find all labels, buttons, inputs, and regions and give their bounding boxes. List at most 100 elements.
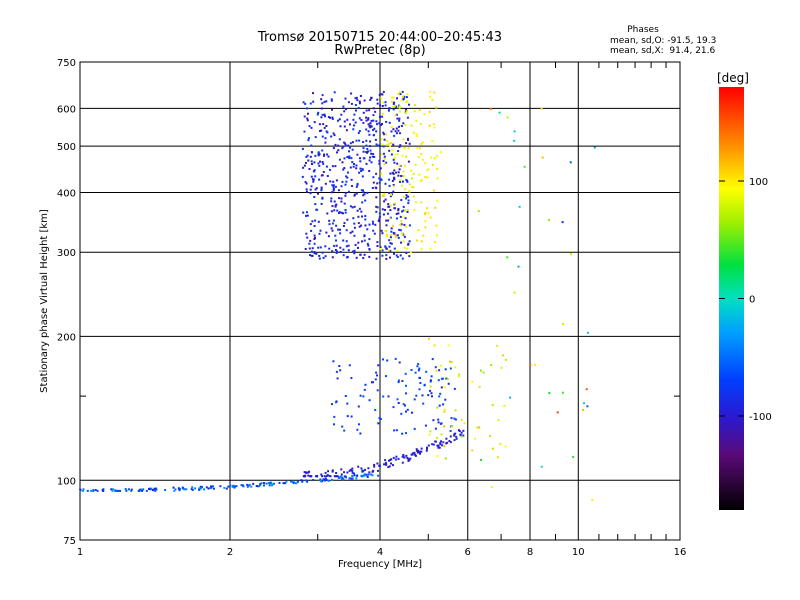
data-point — [379, 246, 382, 249]
data-point — [383, 162, 386, 165]
data-point — [395, 429, 398, 432]
data-point — [367, 130, 370, 133]
data-point — [420, 248, 423, 251]
data-point — [310, 250, 313, 253]
data-point — [344, 192, 347, 195]
data-point — [404, 209, 407, 212]
data-point — [383, 138, 386, 141]
data-point — [310, 254, 313, 257]
data-point — [513, 139, 516, 142]
x-tick-label: 2 — [227, 547, 233, 558]
data-point — [416, 451, 419, 454]
data-point — [405, 110, 408, 113]
data-point — [321, 102, 324, 105]
data-point — [393, 153, 396, 156]
data-point — [429, 380, 432, 383]
data-point — [390, 462, 392, 465]
data-point — [424, 176, 427, 178]
data-point — [414, 454, 417, 457]
data-point — [381, 249, 384, 252]
data-point — [309, 155, 312, 158]
data-point — [345, 245, 348, 248]
data-point — [345, 229, 348, 232]
data-point — [326, 153, 329, 156]
data-point — [392, 177, 395, 180]
data-point — [401, 210, 403, 213]
data-point — [174, 488, 177, 491]
data-point — [395, 236, 398, 239]
data-point — [400, 412, 403, 415]
data-point — [436, 200, 439, 203]
data-point — [450, 360, 453, 363]
data-point — [399, 215, 402, 218]
data-point — [497, 456, 499, 459]
data-point — [392, 231, 395, 234]
data-point — [322, 478, 325, 481]
data-point — [335, 400, 338, 403]
data-point — [320, 116, 323, 119]
data-point — [342, 168, 345, 171]
colorbar-tick-label: 0 — [749, 295, 755, 306]
data-point — [267, 482, 270, 485]
data-point — [384, 104, 387, 107]
data-point — [380, 229, 383, 232]
data-point — [392, 143, 395, 146]
data-point — [333, 244, 336, 247]
data-point — [358, 171, 361, 174]
data-point — [419, 180, 422, 183]
data-point — [355, 477, 358, 480]
data-point — [453, 439, 456, 442]
data-point — [424, 226, 427, 229]
data-point — [444, 368, 447, 371]
data-point — [378, 94, 381, 96]
data-point — [374, 378, 377, 381]
data-point — [517, 265, 520, 268]
data-point — [346, 176, 349, 179]
data-point — [347, 171, 349, 174]
data-point — [318, 123, 321, 126]
data-point — [367, 244, 370, 247]
data-point — [372, 153, 375, 155]
data-point — [406, 180, 409, 183]
data-point — [476, 426, 479, 429]
data-point — [353, 205, 356, 208]
phase-stats-x: mean, sd,X: 91.4, 21.6 — [610, 46, 716, 56]
data-point — [385, 461, 387, 464]
data-point — [380, 153, 383, 156]
data-point — [148, 488, 150, 490]
data-point — [374, 138, 377, 141]
data-point — [451, 425, 454, 428]
data-point — [425, 449, 428, 452]
data-point — [305, 190, 308, 193]
data-point — [540, 465, 543, 468]
data-point — [390, 242, 393, 245]
data-point — [325, 125, 328, 127]
data-point — [556, 411, 559, 414]
grid-lines — [80, 62, 680, 540]
data-point — [334, 475, 337, 478]
data-point — [421, 394, 424, 397]
data-point — [419, 452, 421, 455]
data-point — [348, 364, 351, 367]
data-point — [384, 101, 387, 104]
data-point — [365, 144, 368, 147]
data-point — [86, 489, 89, 492]
data-point — [338, 118, 341, 121]
data-point — [365, 128, 368, 131]
data-point — [390, 193, 392, 196]
data-point — [355, 185, 358, 188]
data-point — [385, 224, 388, 227]
data-point — [429, 385, 432, 388]
data-point — [380, 138, 383, 140]
data-point — [506, 116, 509, 119]
data-point — [322, 256, 325, 259]
data-point — [353, 113, 356, 116]
data-point — [313, 169, 316, 172]
data-point — [360, 210, 363, 213]
data-point — [366, 191, 369, 194]
data-point — [440, 433, 443, 436]
data-point — [342, 239, 345, 242]
data-point — [321, 251, 324, 254]
data-point — [413, 398, 416, 401]
data-point — [403, 195, 405, 198]
